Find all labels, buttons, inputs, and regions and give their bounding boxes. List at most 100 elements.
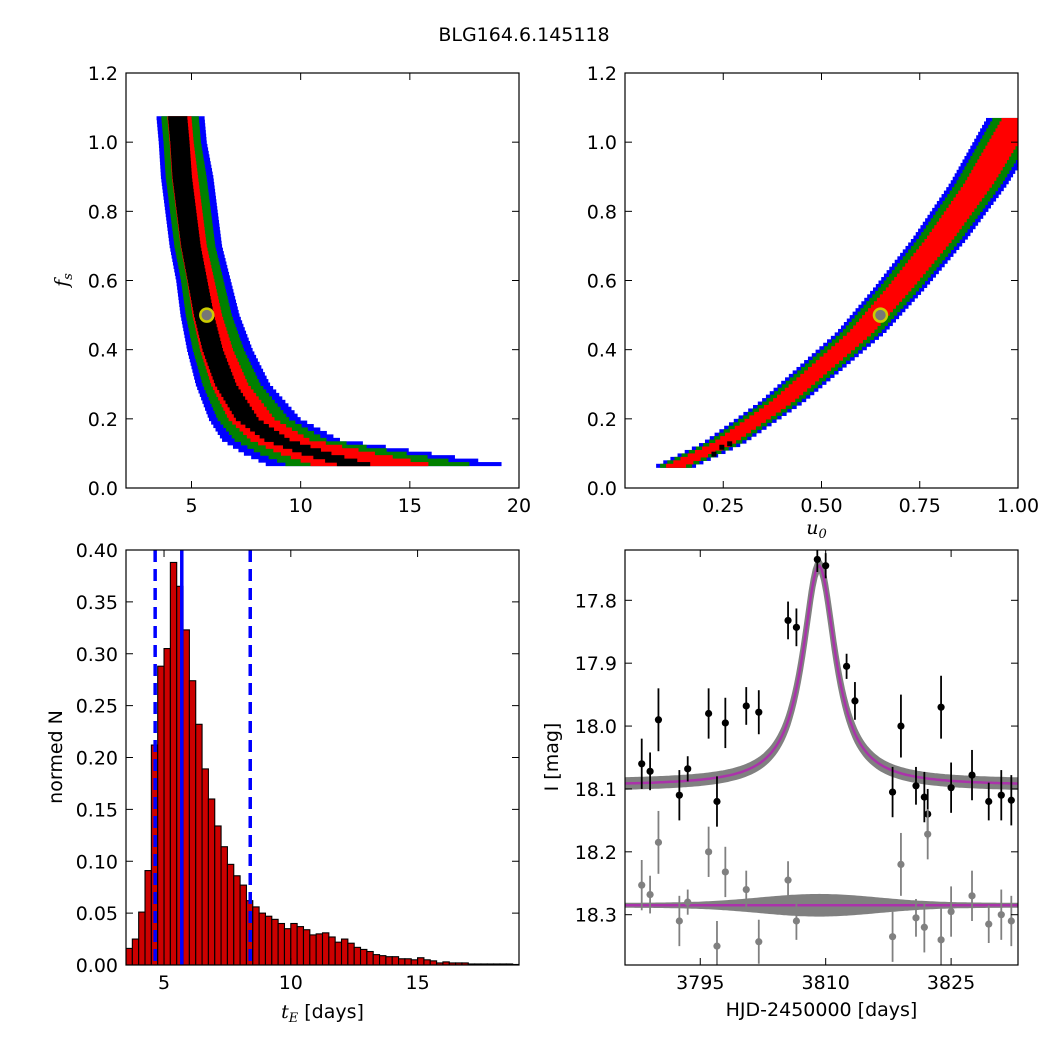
black-region-cell [191,299,212,304]
y-tick-label: 17.9 [575,653,617,675]
data-point [813,555,821,564]
red-region-cell [921,242,949,247]
red-region-cell [1001,117,1018,123]
red-region-cell [687,453,709,458]
histogram-bar [372,954,381,965]
data-point [985,797,993,806]
red-region-cell [905,263,932,268]
red-region-cell [792,380,816,385]
red-region-cell [680,456,701,461]
black-region-cell [229,406,252,411]
histogram-bar [264,915,273,965]
residual-point [654,838,663,846]
histogram-bar [334,941,343,965]
black-region-cell [254,430,280,435]
black-region-cell [336,462,371,467]
y-tick-label: 0.6 [88,271,118,293]
histogram-bar [296,926,305,965]
y-axis-label: normed N [45,710,67,804]
red-region-cell [977,159,1007,164]
histogram-bar [131,938,140,965]
x-tick-label: 1.00 [997,495,1039,517]
black-region-cell [173,181,193,186]
red-region-cell [784,387,808,392]
red-region-cell [951,200,980,206]
histogram-bar [398,958,406,965]
red-region-cell [939,218,967,223]
red-region-cell [916,249,943,254]
red-region-cell [913,252,941,257]
data-point [742,702,750,710]
histogram-bar [410,959,419,965]
red-region-cell [953,197,982,202]
black-region-cell [206,358,227,363]
red-region-cell [879,294,906,299]
y-tick-label: 0.30 [76,644,118,666]
black-region-cell [175,202,196,207]
histogram-bar [252,906,260,965]
data-point [654,716,663,724]
red-region-cell [846,332,871,337]
black-region-cell [185,268,206,273]
red-region-cell [754,411,776,416]
black-region-cell [168,116,188,121]
x-tick-label: 0.75 [899,495,941,517]
y-axis-label-sub: s [61,273,76,280]
y-tick-label: 0.6 [587,271,617,293]
data-point [947,784,955,792]
red-region-cell [983,149,1014,154]
y-tick-label: 0.8 [587,201,617,223]
black-region-cell [201,344,223,349]
y-tick-label: 0.05 [76,903,118,925]
x-tick-label: 3795 [676,972,724,994]
data-point [912,782,920,790]
black-region-cell [178,223,199,228]
red-region-cell [835,342,859,347]
red-region-cell [943,211,972,216]
y-tick-label: 18.2 [575,842,617,864]
black-region-cell [186,271,206,276]
histogram-bar [359,948,368,965]
black-region-cell [176,209,197,214]
data-point [792,623,801,631]
y-tick-label: 0.40 [76,540,118,562]
red-region-cell [910,256,938,261]
y-tick-label: 1.2 [88,63,118,85]
x-tick-label: 10 [289,495,313,517]
red-region-cell [902,266,929,271]
y-tick-label: 0.25 [76,696,118,718]
red-region-cell [715,439,737,444]
black-region-cell [184,261,204,266]
histogram-bar [271,918,279,965]
black-region-cell [175,195,195,200]
residual-point [675,917,683,925]
axes-frame [624,549,1019,966]
red-region-cell [907,259,935,264]
black-region-cell [212,375,234,380]
black-region-cell [205,354,226,359]
red-region-cell [963,183,992,188]
black-region-cell [177,213,197,218]
residual-point [920,923,928,931]
figure-title: BLG164.6.145118 [438,24,609,46]
histogram-bar [239,884,247,965]
black-region-cell [187,275,207,280]
histogram-bar [315,933,324,965]
red-region-cell [894,277,921,282]
x-axis-label-sub: 0 [818,527,826,542]
x-tick-label: 15 [398,495,422,517]
y-tick-label: 1.2 [587,63,617,85]
y-tick-label: 17.8 [575,590,617,612]
red-region-cell [941,214,970,219]
black-region-cell [177,216,198,221]
data-point [713,797,721,806]
red-region-cell [870,304,896,309]
y-tick-label: 0.20 [76,748,118,770]
red-region-cell [749,415,771,420]
x-tick-label: 3810 [802,972,850,994]
black-region-cell [172,168,192,173]
histogram-bar [201,768,209,965]
black-region-cell [171,164,192,169]
black-region-cell [264,437,290,442]
black-region-cell [219,389,241,394]
